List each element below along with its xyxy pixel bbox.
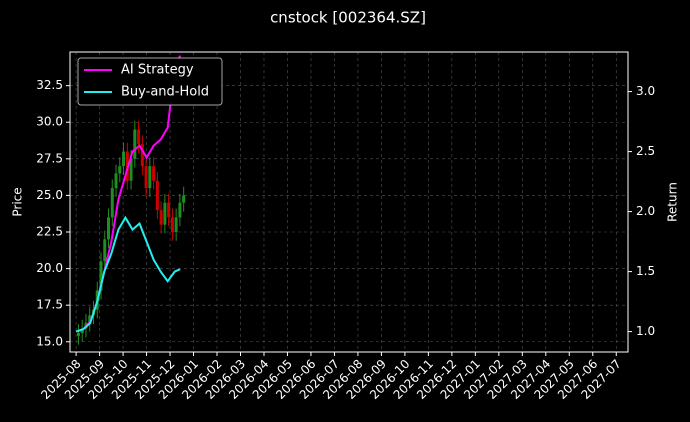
candle-body [88, 315, 92, 323]
candle-body [174, 217, 178, 232]
candle-body [167, 202, 171, 218]
candle-body [159, 210, 163, 225]
return-line [75, 215, 181, 333]
candle-body [118, 166, 122, 174]
legend-label: Buy-and-Hold [121, 85, 209, 100]
candle-body [178, 202, 182, 218]
y2-tick-label: 1.0 [636, 324, 655, 338]
candle-body [148, 166, 152, 189]
plot-frame [69, 51, 629, 353]
candle-body [152, 166, 156, 181]
y-tick-label: 17.5 [36, 298, 63, 312]
candle-body [140, 144, 144, 167]
candle-body [170, 217, 174, 232]
y-tick-label: 15.0 [36, 334, 63, 348]
y-tick-label: 27.5 [36, 151, 63, 165]
candle-body [80, 328, 84, 333]
candle-body [155, 180, 159, 211]
candle-body [99, 261, 103, 291]
y-tick-label: 22.5 [36, 225, 63, 239]
legend-label: AI Strategy [121, 63, 194, 78]
y2-tick-label: 2.0 [636, 204, 655, 218]
y-axis-label: Price [11, 187, 25, 216]
candle-body [107, 217, 111, 240]
candle-body [137, 129, 141, 145]
y2-tick-label: 2.5 [636, 144, 655, 158]
candle-body [163, 202, 167, 225]
y-tick-label: 30.0 [36, 115, 63, 129]
y-tick-label: 20.0 [36, 261, 63, 275]
candle-body [129, 158, 133, 181]
candle-body [110, 188, 114, 218]
candle-body [144, 166, 148, 189]
candle-body [76, 332, 80, 336]
legend-box [77, 57, 223, 106]
candle-body [114, 173, 118, 189]
y2-tick-label: 1.5 [636, 264, 655, 278]
candle-body [103, 239, 107, 262]
y2-tick-label: 3.0 [636, 84, 655, 98]
candle-body [133, 129, 137, 159]
chart-title: cnstock [002364.SZ] [270, 9, 426, 27]
y-tick-label: 32.5 [36, 78, 63, 92]
y-tick-label: 25.0 [36, 188, 63, 202]
candle-body [182, 195, 186, 203]
y2-axis-label: Return [666, 182, 680, 222]
candle-body [122, 151, 126, 167]
